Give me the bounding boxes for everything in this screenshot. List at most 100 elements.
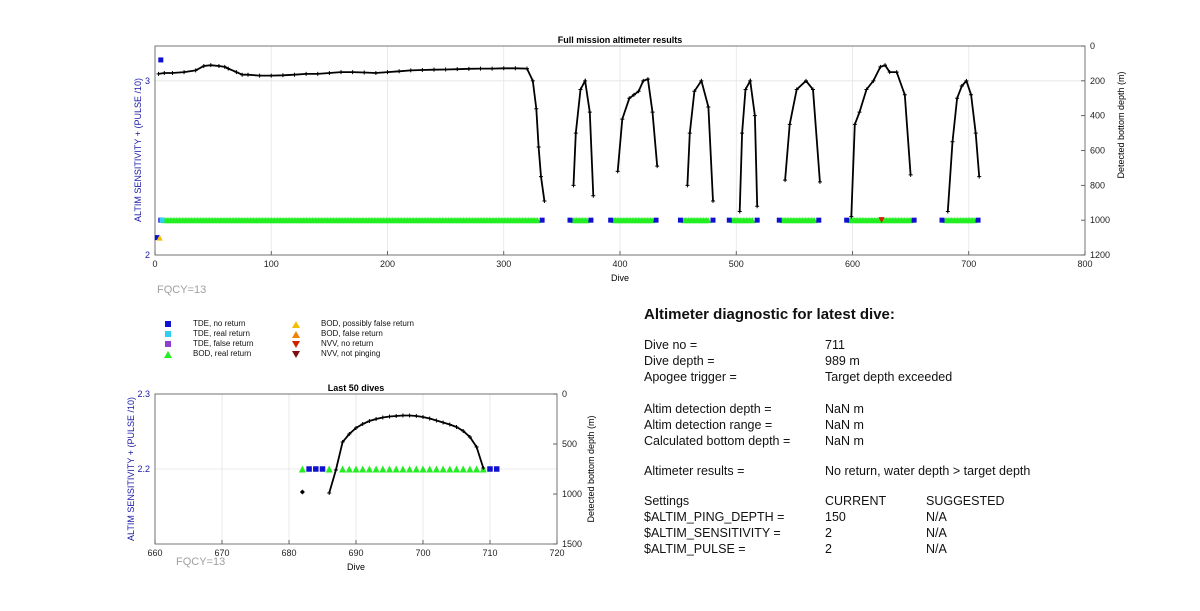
bod-real-return-marker — [406, 465, 414, 473]
legend-label: TDE, real return — [193, 329, 250, 338]
depth-point — [367, 419, 372, 423]
bod-real-return-marker — [439, 465, 447, 473]
depth-point — [587, 110, 592, 115]
depth-point — [400, 413, 405, 418]
depth-point — [474, 445, 479, 449]
bottom-xtick-label: 710 — [482, 548, 497, 558]
tde-no-return-marker — [487, 466, 493, 472]
bod-real-return-marker — [534, 217, 541, 224]
diagnostic-label: Altim detection range = — [644, 418, 773, 432]
legend-label: BOD, real return — [193, 349, 252, 358]
top-ytick-left-label: 2 — [145, 250, 150, 260]
bod-real-return-marker — [352, 465, 360, 473]
tde-no-return-marker — [567, 217, 573, 223]
bod-real-return-marker — [359, 465, 367, 473]
depth-point — [408, 68, 413, 73]
depth-point — [466, 66, 471, 71]
depth-point — [583, 78, 588, 83]
depth-point — [304, 71, 309, 76]
depth-point — [752, 113, 757, 118]
diagnostic-value: NaN m — [825, 434, 864, 448]
bod-real-return-marker — [811, 217, 818, 224]
legend-label: BOD, false return — [321, 329, 383, 338]
depth-point — [380, 415, 385, 420]
depth-point — [699, 78, 704, 83]
depth-point — [636, 89, 641, 94]
depth-point — [711, 199, 715, 204]
depth-point — [434, 418, 439, 423]
setting-suggested: N/A — [926, 542, 947, 556]
depth-point — [530, 78, 535, 83]
bod-real-return-marker — [473, 465, 481, 473]
depth-point — [871, 78, 876, 83]
bottom-chart-ylabel-left: ALTIM SENSITIVITY + (PULSE /10) — [126, 397, 136, 541]
depth-point — [162, 70, 167, 75]
depth-series-line — [572, 77, 595, 196]
bottom-ytick-right-label: 1500 — [562, 539, 582, 549]
setting-label: $ALTIM_SENSITIVITY = — [644, 526, 781, 540]
depth-point — [748, 78, 753, 83]
depth-point — [421, 415, 425, 419]
diagnostic-value: 989 m — [825, 354, 860, 368]
bottom-xtick-label: 700 — [415, 548, 430, 558]
depth-point — [794, 87, 799, 92]
bod-real-return-marker — [426, 465, 434, 473]
bod-possibly-false-marker — [156, 234, 163, 241]
top-xtick-label: 200 — [380, 259, 395, 269]
depth-point — [849, 214, 854, 219]
settings-header-current: CURRENT — [825, 494, 887, 508]
depth-point — [525, 66, 529, 71]
depth-point — [467, 435, 472, 439]
bottom-xtick-label: 720 — [549, 548, 564, 558]
depth-point — [246, 72, 250, 77]
tde-real-return-marker — [159, 217, 165, 223]
diagnostic-label: Altimeter results = — [644, 464, 745, 478]
bottom-xtick-label: 690 — [348, 548, 363, 558]
bottom-chart-xlabel: Dive — [347, 562, 365, 572]
tde-no-return-marker — [816, 217, 822, 223]
bod-real-return-marker — [453, 465, 460, 473]
legend-label: NVV, no return — [321, 339, 374, 348]
depth-point — [333, 468, 338, 472]
depth-point — [208, 63, 213, 68]
diagnostic-label: Calculated bottom depth = — [644, 434, 791, 448]
top-axes-box — [154, 45, 1086, 256]
depth-point — [887, 70, 892, 75]
bod-real-return-marker — [379, 465, 387, 473]
tde-no-return-marker — [975, 217, 981, 223]
depth-point — [955, 96, 960, 101]
last-50-dives-chart: Last 50 dives Dive ALTIM SENSITIVITY + (… — [126, 383, 596, 572]
depth-point — [315, 71, 320, 76]
setting-suggested: N/A — [926, 510, 947, 524]
depth-point — [685, 183, 690, 188]
depth-point — [973, 131, 978, 136]
legend-marker — [164, 351, 172, 358]
setting-current: 2 — [825, 542, 832, 556]
tde-no-return-marker — [608, 217, 614, 223]
diagnostic-value: 711 — [825, 338, 845, 352]
top-xtick-label: 500 — [729, 259, 744, 269]
top-xtick-label: 700 — [961, 259, 976, 269]
legend-marker — [165, 331, 171, 337]
bod-real-return-marker — [705, 217, 712, 224]
bod-real-return-marker — [345, 465, 353, 473]
depth-point-isolated — [299, 489, 305, 495]
legend-marker — [292, 331, 300, 338]
top-ytick-right-label: 1000 — [1090, 215, 1110, 225]
diagnostic-label: Altim detection depth = — [644, 402, 772, 416]
depth-point — [743, 87, 748, 92]
top-xtick-label: 300 — [496, 259, 511, 269]
tde-no-return-marker — [154, 235, 160, 241]
depth-point — [374, 417, 379, 421]
top-chart-xlabel: Dive — [611, 273, 629, 283]
diagnostic-title: Altimeter diagnostic for latest dive: — [644, 306, 895, 323]
legend-marker — [292, 321, 300, 328]
settings-header-label: Settings — [644, 494, 690, 508]
bottom-xtick-label: 680 — [281, 548, 296, 558]
depth-point — [501, 66, 506, 71]
depth-point — [950, 139, 955, 144]
depth-point — [373, 70, 378, 75]
depth-point — [817, 179, 822, 184]
bottom-axes-box — [154, 393, 558, 545]
depth-point — [536, 145, 541, 150]
